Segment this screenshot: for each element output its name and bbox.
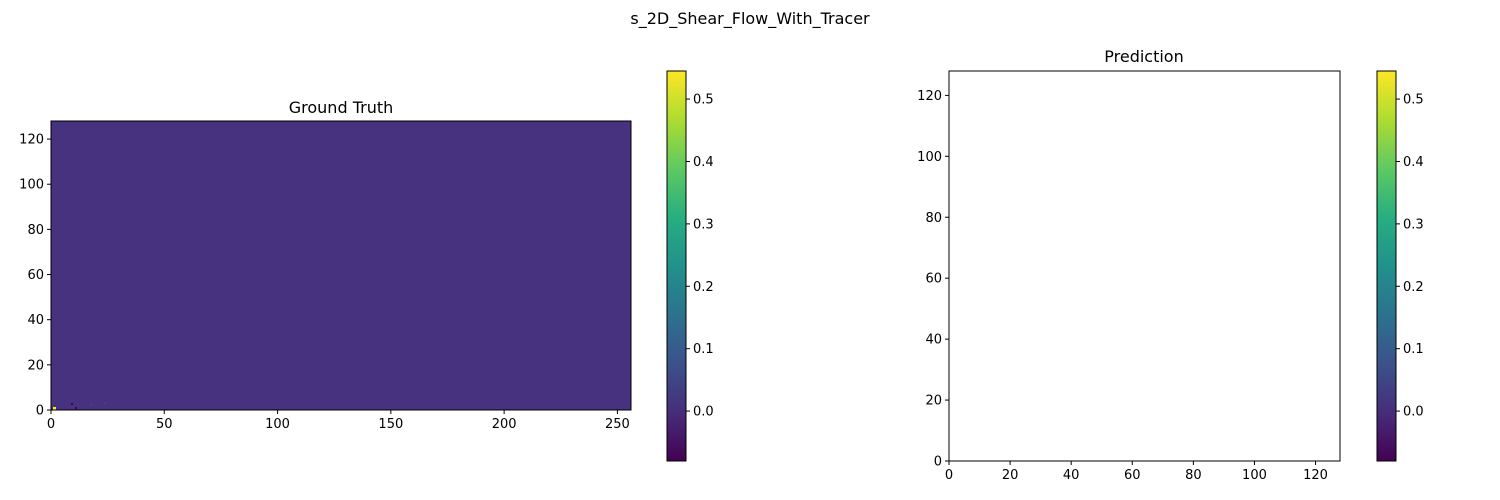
prediction-colorbar-gradient [1376,70,1397,462]
ground-truth-colorbar-gradient [666,70,687,462]
prediction-panel: Prediction 0 20 40 60 80 100 120 0 20 40 60 80 100 1… [917,47,1424,483]
ground-truth-speckles [53,403,106,410]
prediction-colorbar-tick-label: 0.0 [1403,405,1424,420]
prediction-colorbar-tick-label: 0.5 [1403,93,1424,108]
ground-truth-title: Ground Truth [289,98,394,117]
ground-truth-y-tick-label: 60 [27,268,44,283]
ground-truth-x-tick-label: 250 [605,417,630,432]
prediction-x-tick-label: 60 [1124,468,1141,483]
prediction-x-tick-label: 0 [945,468,953,483]
prediction-y-tick-label: 80 [925,211,942,226]
ground-truth-y-tick-label: 120 [19,133,44,148]
prediction-y-tick-label: 100 [917,150,942,165]
prediction-y-tick-label: 120 [917,89,942,104]
ground-truth-y-tick-label: 80 [27,223,44,238]
dark-spot [75,407,77,409]
prediction-colorbar-tick-label: 0.2 [1403,280,1424,295]
figure-title: s_2D_Shear_Flow_With_Tracer [630,9,870,29]
prediction-title: Prediction [1104,47,1183,66]
dark-spot [71,403,73,405]
hot-spot [53,407,56,410]
ground-truth-x-axis: 0 50 100 150 200 250 [47,410,630,432]
prediction-x-tick-label: 100 [1242,468,1267,483]
speckle [90,404,92,405]
ground-truth-colorbar-tick-label: 0.1 [693,342,714,357]
prediction-y-tick-label: 60 [925,272,942,287]
prediction-x-tick-label: 20 [1002,468,1019,483]
prediction-colorbar-ticks: 0.0 0.1 0.2 0.3 0.4 0.5 [1396,93,1424,420]
ground-truth-colorbar-tick-label: 0.5 [693,93,714,108]
prediction-y-tick-label: 40 [925,333,942,348]
ground-truth-y-tick-label: 20 [27,358,44,373]
prediction-colorbar-tick-label: 0.3 [1403,217,1424,232]
speckle [104,403,106,404]
ground-truth-x-tick-label: 100 [265,417,290,432]
prediction-x-tick-label: 40 [1063,468,1080,483]
ground-truth-x-tick-label: 50 [156,417,173,432]
prediction-colorbar-tick-label: 0.4 [1403,155,1424,170]
ground-truth-panel: Ground Truth 0 50 100 150 200 250 0 20 40 60 80 10… [19,70,714,462]
ground-truth-colorbar-ticks: 0.0 0.1 0.2 0.3 0.4 0.5 [686,93,714,420]
ground-truth-x-tick-label: 0 [47,417,55,432]
ground-truth-x-tick-label: 150 [378,417,403,432]
ground-truth-y-tick-label: 0 [36,404,44,419]
ground-truth-y-tick-label: 100 [19,178,44,193]
ground-truth-colorbar-tick-label: 0.2 [693,280,714,295]
prediction-y-axis: 0 20 40 60 80 100 120 [917,89,949,470]
ground-truth-y-axis: 0 20 40 60 80 100 120 [19,133,51,419]
ground-truth-colorbar-tick-label: 0.4 [693,155,714,170]
prediction-x-axis: 0 20 40 60 80 100 120 [945,461,1328,483]
prediction-y-tick-label: 20 [925,394,942,409]
ground-truth-y-tick-label: 40 [27,313,44,328]
prediction-colorbar-tick-label: 0.1 [1403,342,1424,357]
prediction-x-tick-label: 80 [1185,468,1202,483]
ground-truth-axes-frame [50,120,632,411]
prediction-field [949,71,1340,461]
ground-truth-x-tick-label: 200 [492,417,517,432]
ground-truth-colorbar-tick-label: 0.3 [693,217,714,232]
prediction-y-tick-label: 0 [934,455,942,470]
ground-truth-colorbar: 0.0 0.1 0.2 0.3 0.4 0.5 [666,70,714,462]
prediction-x-tick-label: 120 [1303,468,1328,483]
prediction-colorbar: 0.0 0.1 0.2 0.3 0.4 0.5 [1376,70,1424,462]
ground-truth-colorbar-tick-label: 0.0 [693,405,714,420]
prediction-axes-frame [948,70,1341,462]
ground-truth-field [51,121,631,410]
